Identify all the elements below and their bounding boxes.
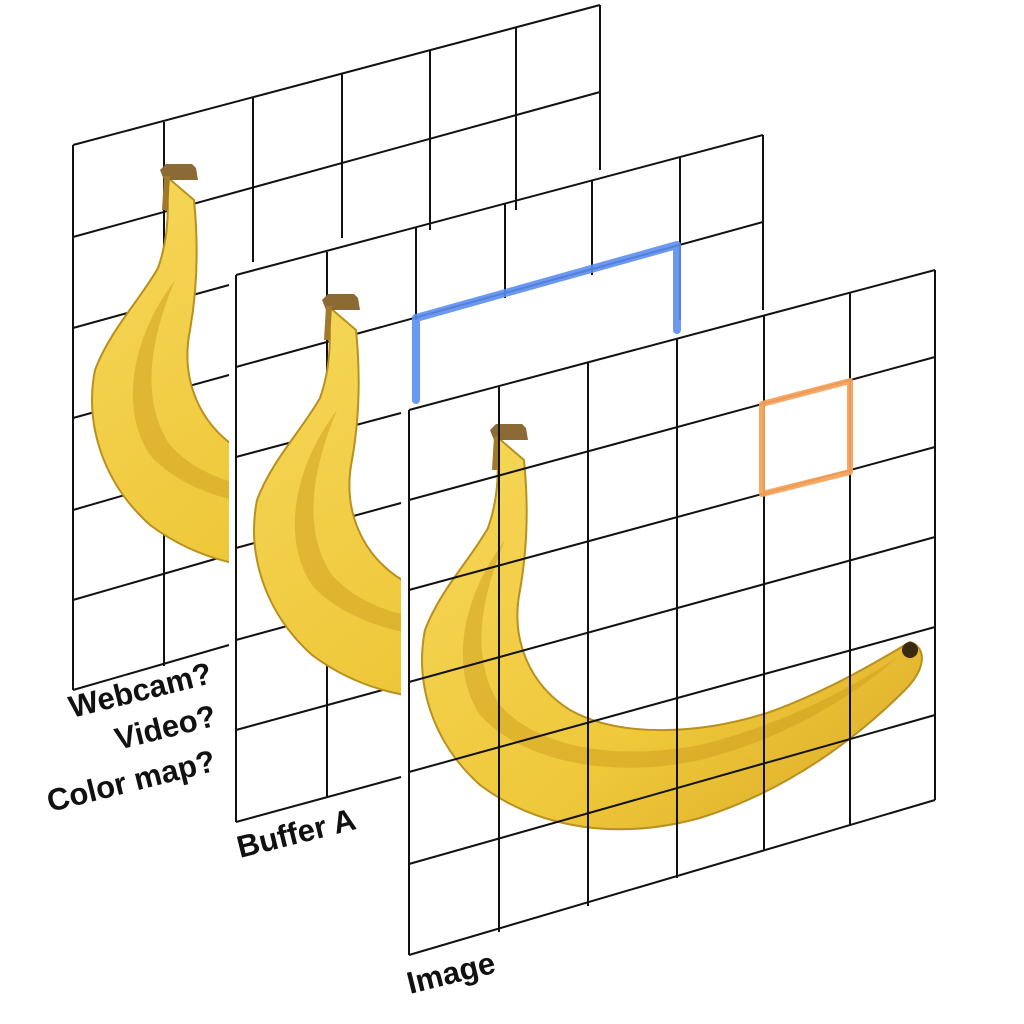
pixel-highlight xyxy=(759,378,853,497)
grid-image xyxy=(408,269,936,956)
banana-image xyxy=(421,423,923,831)
neighborhood-highlight xyxy=(412,241,681,404)
layer-image: Image xyxy=(403,241,936,1001)
label-color-map: Color map? xyxy=(43,743,219,819)
